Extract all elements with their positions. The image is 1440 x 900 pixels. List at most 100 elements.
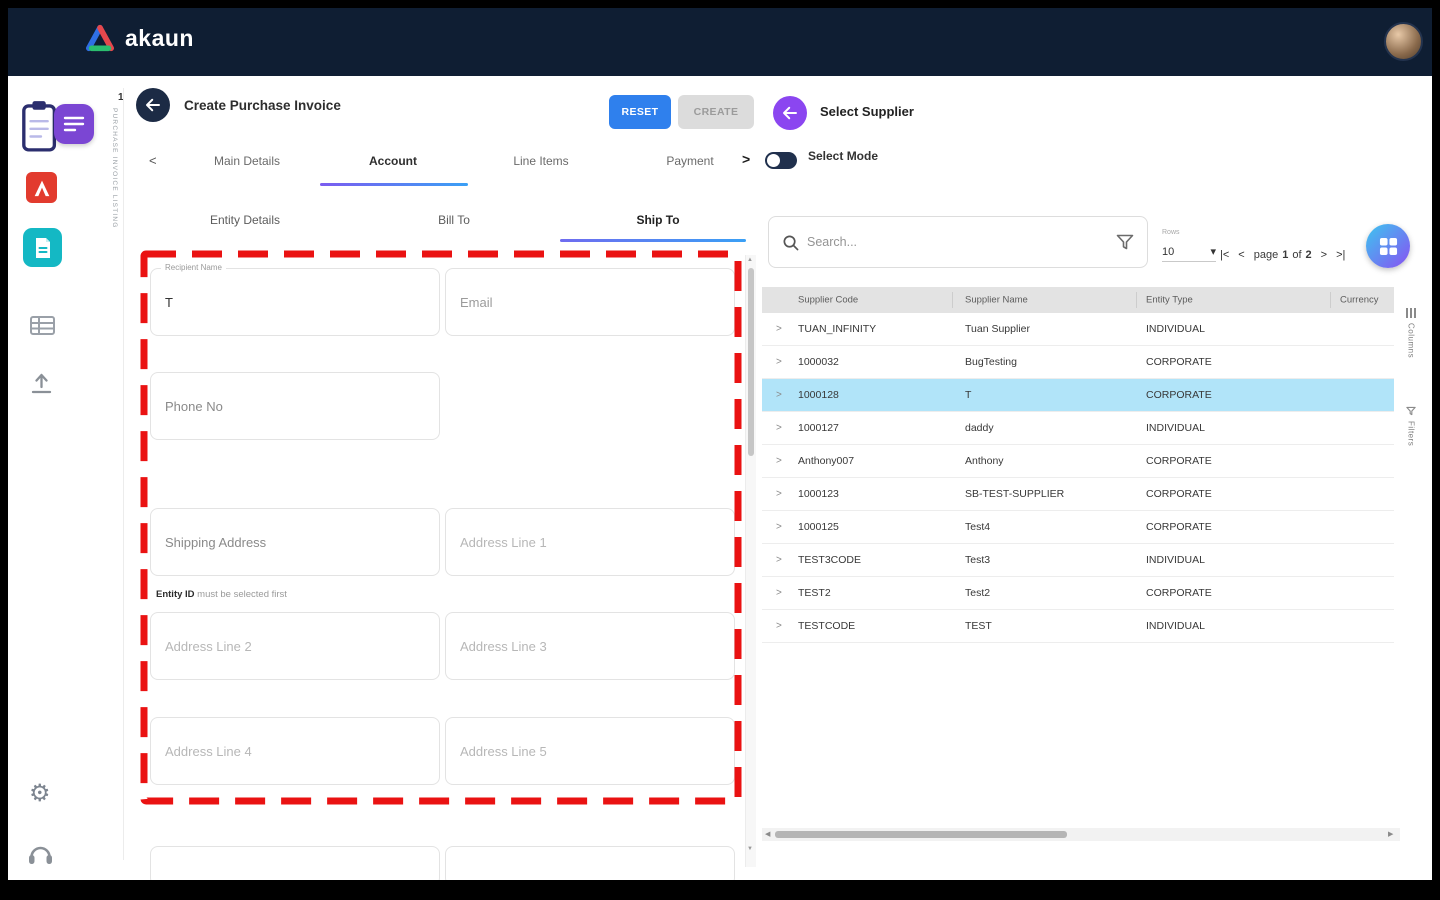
sidebar-item-settings[interactable]: ⚙	[29, 782, 51, 806]
table-row[interactable]: > TEST3CODE Test3 INDIVIDUAL	[762, 544, 1394, 577]
scroll-up-arrow[interactable]: ▲	[747, 257, 753, 263]
phone-input[interactable]	[151, 373, 439, 439]
upload-icon	[31, 373, 52, 394]
columns-tab[interactable]: Columns	[1401, 308, 1421, 358]
caret-down-icon: ▾	[1210, 246, 1216, 258]
address-line-4-field	[150, 717, 440, 785]
columns-icon	[1406, 308, 1416, 318]
subtab-bill-to[interactable]: Bill To	[438, 213, 470, 227]
address-line-5-input[interactable]	[446, 718, 734, 784]
address-line-3-field	[445, 612, 735, 680]
address-line-2-field	[150, 612, 440, 680]
address-line-2-input[interactable]	[151, 613, 439, 679]
phone-field	[150, 372, 440, 440]
create-button[interactable]: CREATE	[678, 95, 754, 129]
address-line-4-input[interactable]	[151, 718, 439, 784]
supplier-back-button[interactable]	[773, 96, 807, 130]
column-header-currency: Currency	[1340, 294, 1379, 306]
table-row[interactable]: > TEST2 Test2 CORPORATE	[762, 577, 1394, 610]
row-expand-chevron-icon[interactable]: >	[776, 620, 782, 632]
shipping-address-input[interactable]	[151, 509, 439, 575]
address-line-3-input[interactable]	[446, 613, 734, 679]
tab-main-details[interactable]: Main Details	[213, 154, 281, 168]
tabs-scroll-right[interactable]: >	[742, 151, 751, 167]
last-page-button[interactable]: >|	[1336, 249, 1346, 261]
back-arrow-icon	[783, 106, 797, 120]
helper-bold: Entity ID	[156, 589, 195, 600]
supplier-code-cell: 1000032	[798, 356, 839, 368]
tab-account[interactable]: Account	[369, 154, 417, 168]
sidebar-item-document[interactable]	[23, 228, 62, 267]
select-mode-toggle[interactable]	[765, 152, 797, 169]
row-expand-chevron-icon[interactable]: >	[776, 587, 782, 599]
rows-per-page-value: 10	[1162, 245, 1175, 258]
subtab-ship-to[interactable]: Ship To	[636, 213, 680, 227]
row-expand-chevron-icon[interactable]: >	[776, 356, 782, 368]
row-expand-chevron-icon[interactable]: >	[776, 521, 782, 533]
active-subtab-underline	[560, 239, 746, 242]
supplier-type-cell: INDIVIDUAL	[1146, 554, 1205, 566]
grid-view-button[interactable]	[1366, 224, 1410, 268]
sidebar-item-purchase-invoice[interactable]	[20, 98, 96, 156]
row-expand-chevron-icon[interactable]: >	[776, 389, 782, 401]
scroll-left-arrow[interactable]: ◀	[765, 831, 771, 838]
supplier-type-cell: INDIVIDUAL	[1146, 422, 1205, 434]
supplier-code-cell: TEST2	[798, 587, 831, 599]
row-expand-chevron-icon[interactable]: >	[776, 422, 782, 434]
filter-button[interactable]	[1116, 234, 1134, 250]
first-page-button[interactable]: |<	[1220, 249, 1230, 261]
filters-tab[interactable]: Filters	[1401, 406, 1421, 446]
supplier-code-cell: 1000128	[798, 389, 839, 401]
vertical-scrollbar-thumb[interactable]	[748, 268, 754, 456]
tabs-scroll-left[interactable]: <	[149, 153, 157, 168]
select-mode-label: Select Mode	[808, 149, 879, 163]
gear-icon: ⚙	[29, 780, 51, 807]
table-row[interactable]: > TUAN_INFINITY Tuan Supplier INDIVIDUAL	[762, 313, 1394, 346]
rows-per-page-select[interactable]: 10 ▾	[1162, 245, 1216, 262]
list-menu-icon	[63, 116, 85, 132]
sidebar-item-upload[interactable]	[30, 372, 53, 400]
search-input[interactable]	[799, 235, 1116, 249]
tab-line-items[interactable]: Line Items	[513, 154, 569, 168]
user-avatar[interactable]	[1384, 22, 1423, 61]
column-divider	[952, 292, 953, 308]
scroll-down-arrow[interactable]: ▼	[747, 846, 753, 852]
table-row[interactable]: > Anthony007 Anthony CORPORATE	[762, 445, 1394, 478]
pdf-icon	[34, 180, 49, 196]
scroll-right-arrow[interactable]: ▶	[1388, 831, 1394, 838]
reset-button[interactable]: RESET	[609, 95, 671, 129]
row-expand-chevron-icon[interactable]: >	[776, 488, 782, 500]
row-expand-chevron-icon[interactable]: >	[776, 455, 782, 467]
prev-page-button[interactable]: <	[1238, 249, 1245, 261]
supplier-code-cell: Anthony007	[798, 455, 855, 467]
table-row[interactable]: >1000125 Test4 CORPORATE	[762, 511, 1394, 544]
table-row[interactable]: >1000032 BugTesting CORPORATE	[762, 346, 1394, 379]
helper-rest: must be selected first	[194, 589, 287, 600]
current-page: 1	[1282, 249, 1289, 261]
sidebar-item-support[interactable]	[27, 842, 54, 871]
supplier-name-cell: Test2	[965, 587, 991, 599]
table-row[interactable]: >1000128 T CORPORATE	[762, 379, 1394, 412]
tab-payment[interactable]: Payment	[666, 154, 714, 168]
subtab-entity-details[interactable]: Entity Details	[209, 213, 281, 227]
horizontal-scrollbar-thumb[interactable]	[775, 831, 1067, 838]
supplier-name-cell: SB-TEST-SUPPLIER	[965, 488, 1065, 500]
address-line-1-input[interactable]	[446, 509, 734, 575]
supplier-code-cell: TESTCODE	[798, 620, 856, 632]
back-button[interactable]	[136, 88, 170, 122]
sidebar-item-pdf[interactable]	[26, 172, 57, 203]
column-divider	[1136, 292, 1137, 308]
recipient-name-input[interactable]	[151, 269, 439, 335]
helper-text: Entity ID must be selected first	[156, 589, 287, 600]
next-page-button[interactable]: >	[1320, 249, 1328, 261]
row-expand-chevron-icon[interactable]: >	[776, 323, 782, 335]
email-input[interactable]	[446, 269, 734, 335]
supplier-table-body: > TUAN_INFINITY Tuan Supplier INDIVIDUAL >10…	[762, 313, 1394, 643]
table-row[interactable]: >1000127 daddy INDIVIDUAL	[762, 412, 1394, 445]
vertical-scrollbar[interactable]	[745, 255, 756, 867]
table-row[interactable]: >1000123 SB-TEST-SUPPLIER CORPORATE	[762, 478, 1394, 511]
of-word: of	[1292, 249, 1302, 261]
table-row[interactable]: > TESTCODE TEST INDIVIDUAL	[762, 610, 1394, 643]
row-expand-chevron-icon[interactable]: >	[776, 554, 782, 566]
sidebar-item-table[interactable]	[30, 316, 55, 340]
